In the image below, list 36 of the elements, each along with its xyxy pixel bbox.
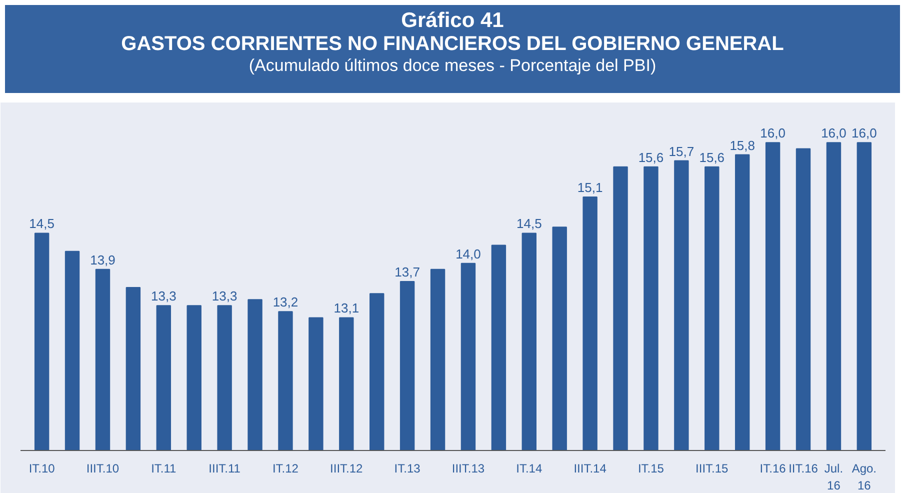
data-label: 13,3 — [151, 288, 176, 304]
x-tick-label: IT.10 — [28, 462, 56, 476]
data-label: 13,7 — [394, 264, 420, 280]
data-label: 13,1 — [334, 300, 360, 316]
x-tick-label: IIIT.15 — [696, 462, 729, 476]
x-tick-label: IIIT.13 — [452, 462, 485, 476]
data-label: 13,9 — [90, 252, 116, 268]
x-tick-label: IT.12 — [272, 462, 299, 476]
x-tick-label: IT.11 — [151, 462, 177, 476]
data-label: 16,0 — [852, 126, 877, 141]
data-label: 16,0 — [760, 126, 786, 141]
x-tick-label: Jul. 16 — [824, 462, 844, 492]
data-label: 15,7 — [668, 144, 694, 159]
chart-title: Gráfico 41 — [400, 9, 505, 34]
data-label: 14,5 — [29, 216, 54, 232]
x-tick-label: IT.13 — [394, 462, 421, 476]
x-tick-label: IT.14 — [516, 462, 542, 476]
text: (Acumulado últimos doce meses - Porcentaje del PBI) — [248, 56, 658, 76]
x-tick-label: IIIT.10 — [86, 462, 120, 476]
x-tick-label: IIT.16 — [788, 462, 818, 476]
chart-subtitle: GASTOS CORRIENTES NO FINANCIEROS DEL GOBIERNO GENERAL — [121, 33, 784, 56]
data-label: 13,3 — [212, 288, 238, 304]
x-tick-label: IT.15 — [638, 462, 664, 476]
data-label: 16,0 — [821, 126, 846, 141]
data-label: 13,2 — [272, 294, 298, 310]
data-label: 15,6 — [638, 150, 664, 165]
x-tick-label: IIIT.12 — [330, 462, 364, 476]
x-tick-label: IT.16 — [760, 462, 786, 476]
data-label: 15,6 — [699, 150, 725, 165]
x-tick-label: Ago. 16 — [852, 462, 877, 492]
data-label: 15,8 — [730, 138, 756, 153]
data-label: 14,0 — [456, 246, 481, 262]
data-label: 15,1 — [577, 180, 603, 195]
data-label: 14,5 — [516, 216, 542, 232]
x-tick-label: IIIT.14 — [574, 462, 607, 476]
x-tick-label: IIIT.11 — [208, 462, 241, 476]
